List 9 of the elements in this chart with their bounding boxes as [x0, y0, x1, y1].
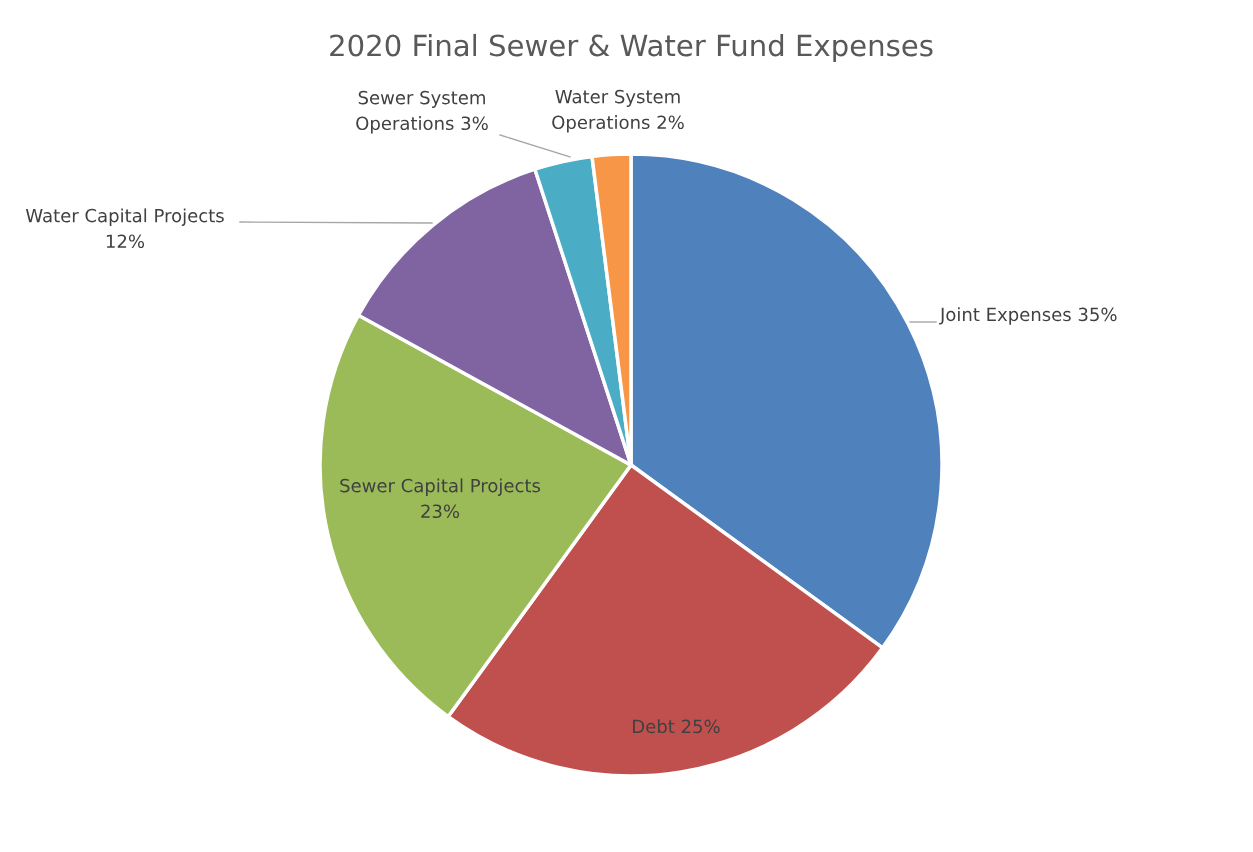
chart-title: 2020 Final Sewer & Water Fund Expenses — [330, 33, 933, 63]
slice-label: Water Capital Projects — [25, 208, 224, 226]
data-label: 12% — [106, 234, 145, 249]
slice-label: Joint Expenses 35% — [939, 307, 1117, 325]
slice-label: Sewer System Operations 3% — [356, 90, 488, 134]
slice-label: Sewer Capital Projects — [340, 478, 541, 496]
data-label: 23% — [421, 504, 460, 519]
slice-label: Water System Operations 2% — [552, 89, 684, 133]
slice-label: Debt 25% — [633, 719, 720, 734]
